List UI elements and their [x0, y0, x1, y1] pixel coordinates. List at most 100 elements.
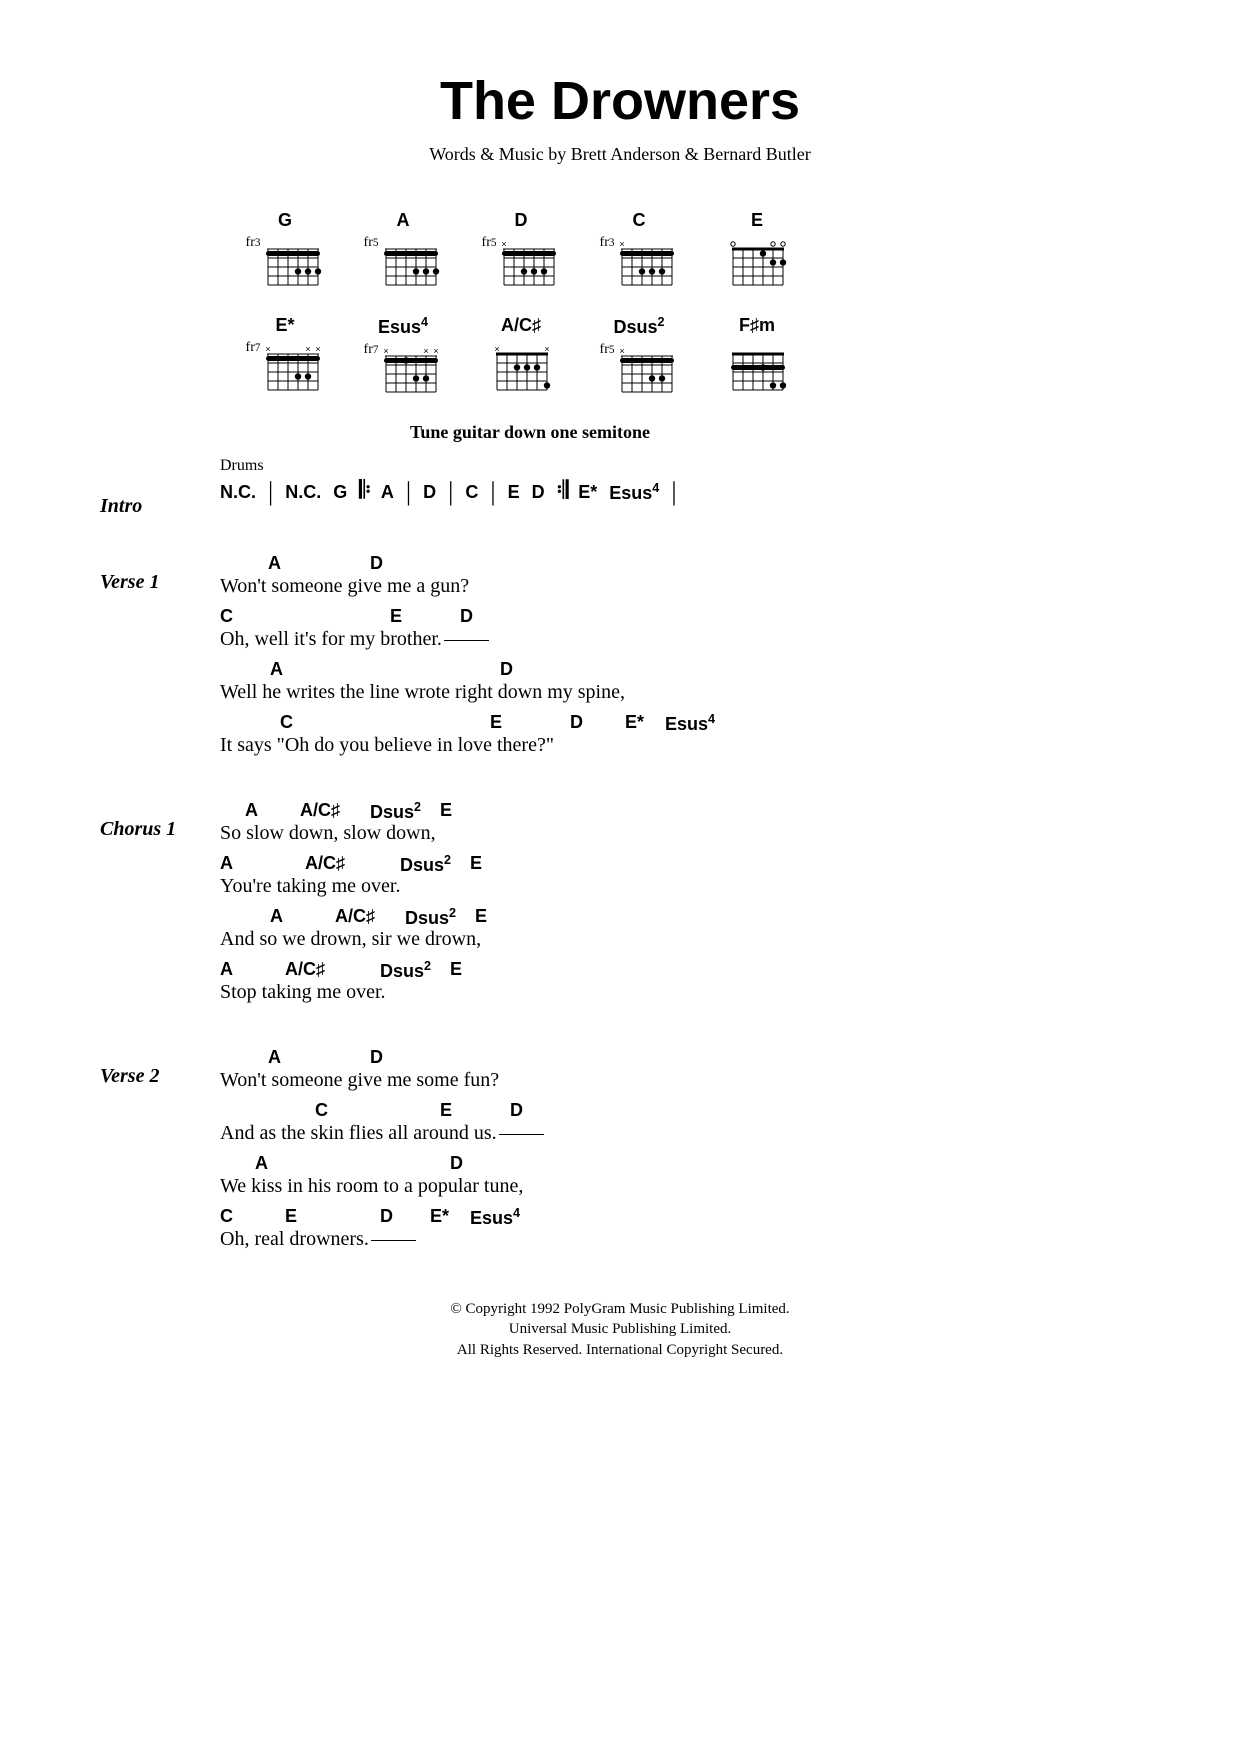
section-label: Intro [100, 477, 220, 518]
lyric-line: CEDE*Esus4It says "Oh do you believe in … [220, 712, 1140, 757]
lyric-text: And as the skin flies all around us. [220, 1122, 497, 1144]
sustain-line [499, 1134, 544, 1135]
lyric-text: Stop taking me over. [220, 981, 386, 1003]
fret-label: fr5 [364, 235, 379, 251]
svg-text:×: × [384, 346, 389, 356]
chord-symbol: D [510, 1100, 523, 1121]
lyric-line: ADWon't someone give me some fun? [220, 1047, 1140, 1092]
song-title: The Drowners [100, 70, 1140, 132]
chord-symbol: Dsus2 [380, 959, 431, 982]
section-label: Chorus 1 [100, 800, 220, 1012]
intro-token: C [465, 482, 478, 503]
chord-diagram: A fr5 [358, 210, 448, 291]
lyric-line: A A/C♯ Dsus2 EAnd so we drown, sir we drown… [220, 906, 1140, 951]
chord-symbol: A [220, 959, 233, 980]
chord-name: E [751, 210, 763, 231]
fret-label: fr3 [600, 235, 615, 251]
chord-diagram: F♯m [712, 315, 802, 398]
fret-label: fr3 [246, 235, 261, 251]
lyric-line: CEDAnd as the skin flies all around us. [220, 1100, 1140, 1145]
chord-diagram: D fr5 × [476, 210, 566, 291]
section-label: Verse 2 [100, 1047, 220, 1259]
section-body: AA/C♯Dsus2ESo slow down, slow down,AA/C♯… [220, 800, 1140, 1012]
chord-diagram: E [712, 210, 802, 291]
chord-symbol: D [370, 1047, 383, 1068]
chord-symbol: E [450, 959, 462, 980]
intro-token: E [508, 482, 520, 503]
intro-token: G [333, 482, 347, 503]
chord-symbol: D [570, 712, 583, 733]
svg-text:×: × [620, 346, 625, 356]
drum-cue: Drums [220, 457, 1140, 475]
svg-text:×: × [316, 344, 321, 354]
intro-token: | [406, 477, 411, 507]
chord-symbol: D [460, 606, 473, 627]
svg-text:×: × [434, 346, 439, 356]
chord-symbol: C [220, 1206, 233, 1227]
intro-token: Esus4 [609, 481, 659, 504]
chord-symbol: A [220, 853, 233, 874]
chord-symbol: D [500, 659, 513, 680]
chord-name: A [397, 210, 410, 231]
chord-symbol: A/C♯ [335, 906, 375, 927]
intro-token: | [448, 477, 453, 507]
section-body: ADWon't someone give me a gun? C E D Oh, wel… [220, 553, 1140, 765]
chord-row: G fr3 A fr5 D fr5 × C fr3 × E [240, 210, 1140, 291]
lyric-line: ADWon't someone give me a gun? [220, 553, 1140, 598]
lyric-line: AA/C♯Dsus2E You're taking me over. [220, 853, 1140, 898]
chord-symbol: Esus4 [665, 712, 715, 735]
chord-name: F♯m [739, 315, 775, 336]
chord-symbol: D [450, 1153, 463, 1174]
chord-diagram: E* fr7 ××× [240, 315, 330, 398]
svg-text:×: × [620, 239, 625, 249]
svg-text:×: × [502, 239, 507, 249]
lyric-line: A A/C♯ Dsus2 E Stop taking me over. [220, 959, 1140, 1004]
chord-name: E* [275, 315, 294, 336]
chord-symbol: Dsus2 [405, 906, 456, 929]
chord-symbol: E [490, 712, 502, 733]
lyric-line: ADWell he writes the line wrote right do… [220, 659, 1140, 704]
fret-label: fr5 [482, 235, 497, 251]
intro-token: | [490, 477, 495, 507]
chord-symbol: A/C♯ [285, 959, 325, 980]
intro-token: 𝄆 [359, 478, 369, 506]
chord-diagram: Dsus2 fr5 × [594, 315, 684, 398]
section-body: ADWon't someone give me some fun?CEDAnd … [220, 1047, 1140, 1259]
chord-name: D [515, 210, 528, 231]
intro-section: Intro N.C.|N.C.G𝄆A|D|C|ED𝄇E*Esus4| [100, 477, 1140, 518]
chord-symbol: A [245, 800, 258, 821]
lyric-text: You're taking me over. [220, 875, 400, 897]
chord-symbol: A [270, 659, 283, 680]
intro-token: D [532, 482, 545, 503]
chord-symbol: C [280, 712, 293, 733]
lyric-text: Oh, well it's for my brother. [220, 628, 442, 650]
chord-symbol: D [380, 1206, 393, 1227]
chord-diagram: C fr3 × [594, 210, 684, 291]
chord-symbol: E* [430, 1206, 449, 1227]
section-label: Verse 1 [100, 553, 220, 765]
lyric-line: CEDE*Esus4Oh, real drowners. [220, 1206, 1140, 1251]
intro-token: N.C. [285, 482, 321, 503]
chord-symbol: E [390, 606, 402, 627]
intro-token: E* [578, 482, 597, 503]
lyric-text: Oh, real drowners. [220, 1228, 369, 1250]
chord-symbol: Dsus2 [400, 853, 451, 876]
lyric-text: Won't someone give me some fun? [220, 1069, 499, 1091]
lyric-text: And so we drown, sir we drown, [220, 928, 481, 950]
intro-bars: N.C.|N.C.G𝄆A|D|C|ED𝄇E*Esus4| [220, 477, 1140, 507]
svg-text:×: × [424, 346, 429, 356]
intro-token: | [268, 477, 273, 507]
copyright-footer: © Copyright 1992 PolyGram Music Publishi… [100, 1299, 1140, 1360]
chord-symbol: A [270, 906, 283, 927]
verse2-section: Verse 2 ADWon't someone give me some fun… [100, 1047, 1140, 1259]
chord-symbol: E [475, 906, 487, 927]
chord-symbol: Dsus2 [370, 800, 421, 823]
chord-symbol: E [440, 800, 452, 821]
composer-credit: Words & Music by Brett Anderson & Bernar… [100, 144, 1140, 165]
chord-diagram: A/C♯ ×× [476, 315, 566, 398]
lyric-line: ADWe kiss in his room to a popular tune, [220, 1153, 1140, 1198]
footer-line: Universal Music Publishing Limited. [100, 1319, 1140, 1339]
fret-label: fr7 [246, 340, 261, 356]
fret-label: fr7 [364, 342, 379, 358]
sustain-line [371, 1240, 416, 1241]
